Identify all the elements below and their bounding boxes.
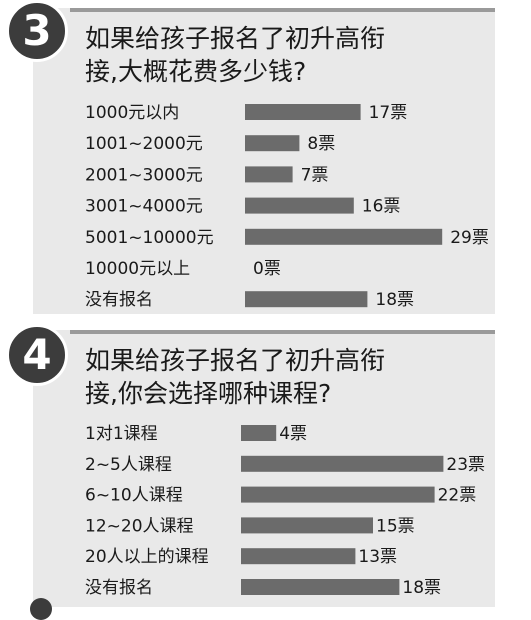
chart2-bar (241, 486, 435, 503)
chart1-value-label: 0票 (253, 259, 281, 279)
chart2-category-label: 12~20人课程 (85, 516, 194, 536)
section-4-question-line2: 接,你会选择哪种课程? (85, 379, 332, 408)
chart2-value-label: 13票 (358, 547, 397, 567)
chart2-category-label: 没有报名 (85, 578, 153, 598)
section-4-top-rule (70, 330, 495, 334)
section-3-panel (33, 8, 495, 314)
section-4-question-line1: 如果给孩子报名了初升高衔 (85, 346, 386, 375)
chart1-value-label: 29票 (450, 228, 489, 248)
chart2-category-label: 6~10人课程 (85, 486, 183, 506)
chart2-bar (241, 425, 277, 441)
chart2-value-label: 4票 (279, 424, 307, 444)
chart1-value-label: 17票 (369, 103, 408, 123)
chart1-category-label: 1001~2000元 (85, 134, 203, 154)
chart1-value-label: 18票 (375, 290, 414, 310)
chart1-category-label: 没有报名 (85, 290, 153, 310)
chart2-category-label: 2~5人课程 (85, 455, 172, 475)
chart2-bar (241, 548, 356, 565)
chart1-value-label: 16票 (362, 197, 401, 217)
section-3-question-line2: 接,大概花费多少钱? (85, 57, 307, 86)
chart2-value-label: 23票 (446, 455, 485, 475)
chart2-bar (241, 517, 373, 534)
chart1-category-label: 1000元以内 (85, 103, 179, 123)
chart1-bar (245, 197, 354, 214)
chart1-category-label: 5001~10000元 (85, 228, 214, 248)
chart1-category-label: 2001~3000元 (85, 165, 203, 185)
chart2-value-label: 18票 (402, 578, 441, 598)
chart2-category-label: 1对1课程 (85, 424, 158, 444)
chart1-category-label: 3001~4000元 (85, 197, 203, 217)
chart1-value-label: 7票 (301, 165, 329, 185)
chart1-value-label: 8票 (307, 134, 335, 154)
chart1-bar (245, 166, 293, 183)
chart2-value-label: 15票 (376, 516, 415, 536)
chart1-bar (245, 104, 361, 120)
chart2-category-label: 20人以上的课程 (85, 547, 209, 567)
chart1-bar (245, 135, 300, 152)
section-4-number-badge: 4 (6, 324, 68, 386)
section-3-question-line1: 如果给孩子报名了初升高衔 (85, 24, 386, 53)
chart1-category-label: 10000元以上 (85, 259, 190, 279)
charts-canvas: 1000元以内 17票 1001~2000元 8票 2001~3000元 7票 3001~4… (85, 103, 489, 598)
chart1-bar (245, 291, 368, 308)
section-3-top-rule (70, 8, 495, 12)
chart2-value-label: 22票 (438, 486, 477, 506)
chart1-bar (245, 228, 443, 245)
section-3-number-badge: 3 (6, 0, 68, 62)
chart2-bar (241, 455, 444, 472)
chart2-bar (241, 579, 400, 595)
